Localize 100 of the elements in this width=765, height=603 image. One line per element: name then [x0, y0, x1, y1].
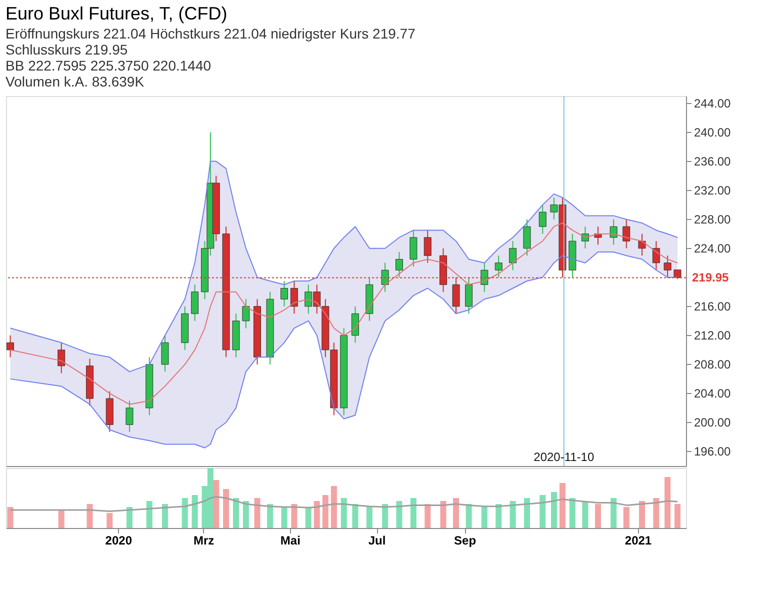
text: Eröffnungskurs 221.04 Höchstkurs 221.04 niedrigster Kurs 219.77 — [6, 26, 416, 42]
bar — [382, 504, 388, 528]
candlestick — [280, 280, 288, 307]
candlestick — [509, 240, 517, 271]
candlestick — [410, 230, 418, 267]
candlestick — [351, 306, 359, 344]
bar — [653, 498, 660, 528]
x-tick-label: 2021 — [624, 534, 652, 548]
y-tick-label: 228.00 — [694, 212, 732, 226]
ref-line-label: 219.95 — [692, 270, 730, 285]
bar — [267, 504, 274, 528]
candlestick — [622, 218, 630, 249]
bar — [366, 507, 372, 528]
bar — [496, 504, 502, 528]
bar — [254, 498, 260, 528]
bar — [569, 498, 576, 528]
candlestick — [538, 204, 546, 234]
candlestick — [494, 255, 502, 278]
bar — [623, 507, 630, 528]
bar — [106, 513, 113, 528]
bar — [162, 504, 168, 528]
candlestick — [290, 280, 298, 314]
candlestick — [126, 400, 134, 432]
bar — [674, 504, 680, 528]
text: Schlusskurs 219.95 — [6, 42, 128, 58]
bar — [182, 498, 188, 528]
y-tick-label: 204.00 — [694, 386, 732, 400]
bar — [594, 504, 601, 528]
candlestick — [424, 230, 432, 264]
candlestick — [523, 218, 531, 256]
bar — [559, 483, 566, 528]
candlestick — [381, 262, 389, 292]
candlestick — [465, 276, 473, 314]
bar — [305, 507, 312, 528]
bar — [352, 504, 358, 528]
bar — [281, 507, 288, 528]
bar — [330, 486, 337, 528]
bar — [410, 498, 416, 528]
y-tick-label: 196.00 — [694, 444, 732, 458]
bar — [638, 501, 645, 528]
bar — [524, 498, 530, 528]
bar — [481, 507, 488, 528]
bar — [146, 501, 152, 528]
y-tick-label: 232.00 — [694, 183, 732, 198]
bar — [192, 495, 198, 528]
bar — [314, 501, 320, 528]
candlestick — [6, 334, 14, 358]
bar — [340, 498, 347, 528]
candlestick — [58, 342, 66, 374]
bar — [424, 504, 431, 528]
x-tick-label: 2020 — [105, 534, 132, 548]
candlestick — [638, 233, 646, 256]
bar — [223, 489, 230, 528]
bar — [664, 477, 671, 528]
candlestick — [452, 276, 460, 314]
bar — [242, 501, 249, 528]
x-tick-label: Mai — [280, 534, 300, 548]
bar — [582, 501, 588, 528]
candlestick — [664, 255, 672, 278]
bar — [126, 507, 133, 528]
line-series — [10, 160, 678, 372]
bar — [550, 492, 557, 528]
bar — [466, 504, 472, 528]
candlestick — [480, 262, 488, 292]
bar — [322, 495, 328, 528]
bar — [440, 501, 446, 528]
y-tick-label: 212.00 — [694, 328, 732, 342]
text: Volumen k.A. 83.639K — [6, 74, 145, 90]
bar — [213, 480, 220, 528]
ref-line-label: 2020-11-10 — [534, 450, 594, 464]
y-tick-label: 236.00 — [694, 154, 732, 168]
candlestick — [674, 269, 682, 280]
bar — [86, 504, 93, 528]
candlestick — [191, 284, 199, 322]
y-tick-label: 208.00 — [694, 357, 732, 372]
candlestick — [242, 298, 250, 329]
bar — [291, 504, 298, 528]
x-tick-label: Sep — [454, 534, 476, 548]
candlestick — [395, 251, 403, 278]
x-tick-label: Jul — [368, 534, 386, 548]
candlestick — [652, 240, 660, 271]
line-series — [10, 251, 678, 448]
bar — [232, 498, 239, 528]
bar — [510, 501, 516, 528]
bar — [540, 495, 546, 528]
bar — [58, 510, 64, 528]
y-tick-label: 216.00 — [694, 299, 732, 314]
bar — [396, 501, 402, 528]
candlestick — [161, 334, 169, 372]
candlestick — [610, 218, 618, 246]
text: BB 222.7595 225.3750 220.1440 — [6, 58, 212, 74]
bar — [7, 507, 14, 528]
chart-title: Euro Buxl Futures, T, (CFD) — [6, 4, 228, 24]
y-tick-label: 224.00 — [694, 241, 732, 256]
bar — [610, 498, 617, 528]
x-tick-label: Mrz — [193, 534, 214, 548]
y-tick-label: 200.00 — [694, 415, 732, 430]
y-tick-label: 240.00 — [694, 125, 732, 140]
y-tick-label: 244.00 — [694, 96, 732, 110]
bar — [453, 498, 460, 528]
